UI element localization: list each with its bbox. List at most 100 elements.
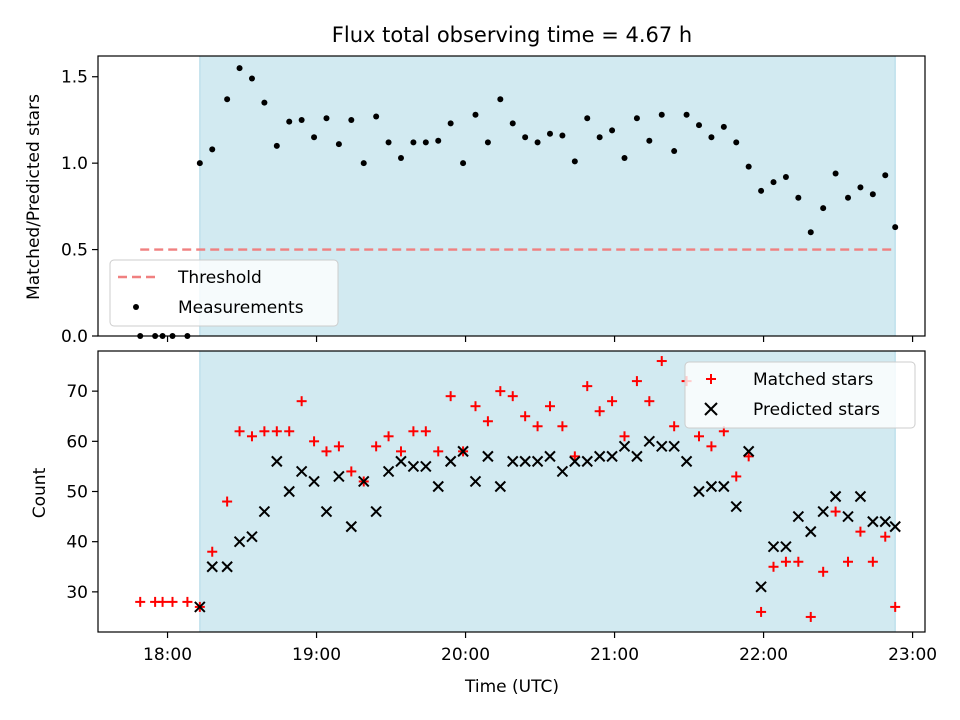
data-point [857, 184, 864, 191]
data-point [768, 561, 779, 572]
legend-entry: Threshold [118, 268, 262, 288]
data-point [743, 451, 754, 462]
series-measurements [137, 65, 899, 339]
y-tick-label: 40 [66, 533, 88, 553]
data-point [271, 426, 282, 437]
data-point [283, 485, 295, 498]
data-point [767, 540, 780, 553]
data-point [643, 435, 656, 448]
data-point [656, 356, 667, 367]
data-point [593, 450, 606, 463]
data-point [559, 132, 566, 139]
y-tick-label: 30 [66, 583, 88, 603]
data-point [507, 391, 518, 402]
data-point [345, 520, 358, 533]
data-point [519, 455, 531, 468]
data-point [207, 546, 218, 557]
data-point [346, 466, 357, 477]
data-point [855, 526, 866, 537]
data-point [892, 224, 899, 231]
data-point [298, 116, 305, 123]
data-point [742, 445, 755, 458]
data-point [383, 431, 394, 442]
y-tick-label: 1.5 [61, 68, 88, 88]
data-point [534, 139, 541, 146]
data-point [546, 130, 553, 137]
data-point [194, 601, 206, 613]
data-point [607, 396, 618, 407]
data-point [817, 505, 829, 518]
data-point [209, 146, 216, 153]
x-tick-label: 19:00 [292, 645, 341, 665]
top-panel: 0.0 0.5 1.0 1.5 Threshold Measurements [61, 55, 926, 347]
data-point [830, 506, 841, 517]
data-point [472, 111, 479, 118]
data-point [196, 160, 203, 167]
data-point [259, 426, 270, 437]
data-point [668, 440, 680, 453]
data-point [410, 139, 417, 146]
y-tick-label: 70 [66, 382, 88, 402]
data-point [582, 381, 593, 392]
data-point [408, 426, 419, 437]
data-point [854, 490, 867, 503]
data-point [557, 421, 568, 432]
data-point [221, 561, 233, 573]
legend-marker [133, 304, 139, 310]
data-point [224, 96, 231, 103]
data-point [311, 134, 318, 141]
legend-label: Predicted stars [753, 400, 880, 420]
y-tick-label: 1.0 [61, 154, 88, 174]
data-point [631, 376, 642, 387]
data-point [594, 406, 605, 417]
legend-box [109, 259, 339, 327]
data-point [584, 115, 591, 122]
data-point [795, 194, 802, 201]
data-point [495, 386, 506, 397]
data-point [733, 139, 740, 146]
data-point [889, 520, 901, 533]
data-point [718, 480, 730, 493]
data-point [261, 99, 268, 106]
data-point [683, 111, 690, 118]
legend-label: Matched stars [753, 370, 873, 390]
data-point [460, 160, 467, 167]
data-point [780, 540, 792, 553]
data-point [422, 139, 429, 146]
data-point [770, 179, 777, 186]
data-point [206, 561, 218, 573]
data-point [569, 455, 581, 468]
data-point [360, 160, 367, 167]
data-point [246, 431, 257, 442]
data-point [273, 142, 280, 149]
data-point [395, 446, 406, 457]
data-point [832, 170, 839, 177]
data-point [845, 194, 852, 201]
data-point [371, 441, 382, 452]
data-point [373, 113, 380, 120]
data-point [271, 455, 283, 468]
data-point [843, 556, 854, 567]
x-axis-label: Time (UTC) [464, 677, 559, 697]
data-point [157, 596, 168, 607]
data-point [445, 391, 456, 402]
data-point [758, 187, 765, 194]
data-point [708, 134, 715, 141]
data-point [646, 137, 653, 144]
data-point [880, 531, 891, 542]
data-point [619, 431, 630, 442]
data-point [482, 416, 493, 427]
data-point [248, 75, 255, 82]
data-point [395, 455, 407, 468]
y-tick-label: 0.0 [61, 327, 88, 347]
data-point [544, 401, 555, 412]
data-point [509, 120, 516, 127]
data-point [333, 470, 345, 483]
data-point [233, 535, 246, 548]
data-point [320, 505, 333, 518]
data-point [348, 116, 355, 123]
data-point [730, 500, 742, 513]
data-point [569, 451, 580, 462]
series-matched-stars [135, 356, 901, 622]
